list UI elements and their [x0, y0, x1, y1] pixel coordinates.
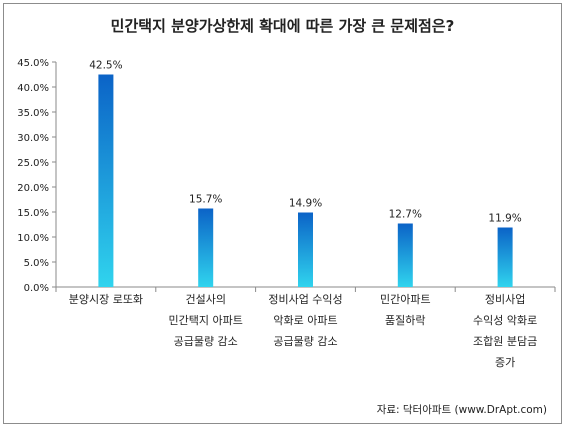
y-tick-label: 15.0%: [17, 208, 49, 219]
chart-frame: [3, 3, 562, 424]
x-tick-label-line: 증가: [495, 356, 515, 369]
data-label: 11.9%: [488, 213, 521, 225]
data-label: 12.7%: [389, 209, 422, 221]
x-tick-label-line: 민간아파트: [380, 293, 431, 306]
x-tick-label-line: 건설사의: [185, 293, 225, 306]
y-tick-label: 35.0%: [17, 108, 49, 119]
y-tick-label: 20.0%: [17, 183, 49, 194]
y-tick-label: 40.0%: [17, 83, 49, 94]
y-tick-label: 5.0%: [24, 258, 49, 269]
x-tick-label-line: 악화로 아파트: [273, 314, 337, 327]
bar: [198, 208, 214, 287]
y-tick-label: 0.0%: [24, 283, 49, 294]
x-tick-label-line: 수익성 악화로: [473, 314, 537, 327]
x-tick-label-line: 정비사업 수익성: [268, 293, 342, 306]
data-label: 42.5%: [89, 60, 122, 72]
y-tick-label: 10.0%: [17, 233, 49, 244]
data-label: 15.7%: [189, 194, 222, 206]
axis-layer: 0.0% 5.0% 10.0% 15.0% 20.0% 25.0% 30.0% 35.0% 40…: [17, 58, 556, 294]
bar: [298, 212, 313, 287]
x-tick-label-line: 품질하락: [385, 313, 425, 327]
data-label: 14.9%: [289, 198, 322, 210]
x-tick-label: 분양시장 로또화: [69, 293, 143, 306]
x-tick-label-line: 공급물량 감소: [174, 335, 238, 348]
x-tick-label-line: 조합원 분담금: [473, 335, 537, 348]
bar-layer: [98, 74, 513, 287]
x-tick-label-line: 분양시장 로또화: [69, 293, 143, 306]
bar: [98, 74, 114, 287]
x-tick-label-line: 공급물량 감소: [273, 335, 337, 348]
source-note: 자료: 닥터아파트 (www.DrApt.com): [376, 404, 547, 416]
x-tick-label-line: 정비사업: [485, 293, 525, 306]
chart-title: 민간택지 분양가상한제 확대에 따른 가장 큰 문제점은?: [110, 17, 455, 35]
y-tick-label: 25.0%: [17, 158, 49, 169]
x-tick-label-line: 민간택지 아파트: [169, 314, 243, 327]
bar: [497, 227, 513, 287]
bar: [397, 223, 413, 287]
y-tick-label: 30.0%: [17, 133, 49, 144]
y-tick-label: 45.0%: [17, 58, 49, 69]
